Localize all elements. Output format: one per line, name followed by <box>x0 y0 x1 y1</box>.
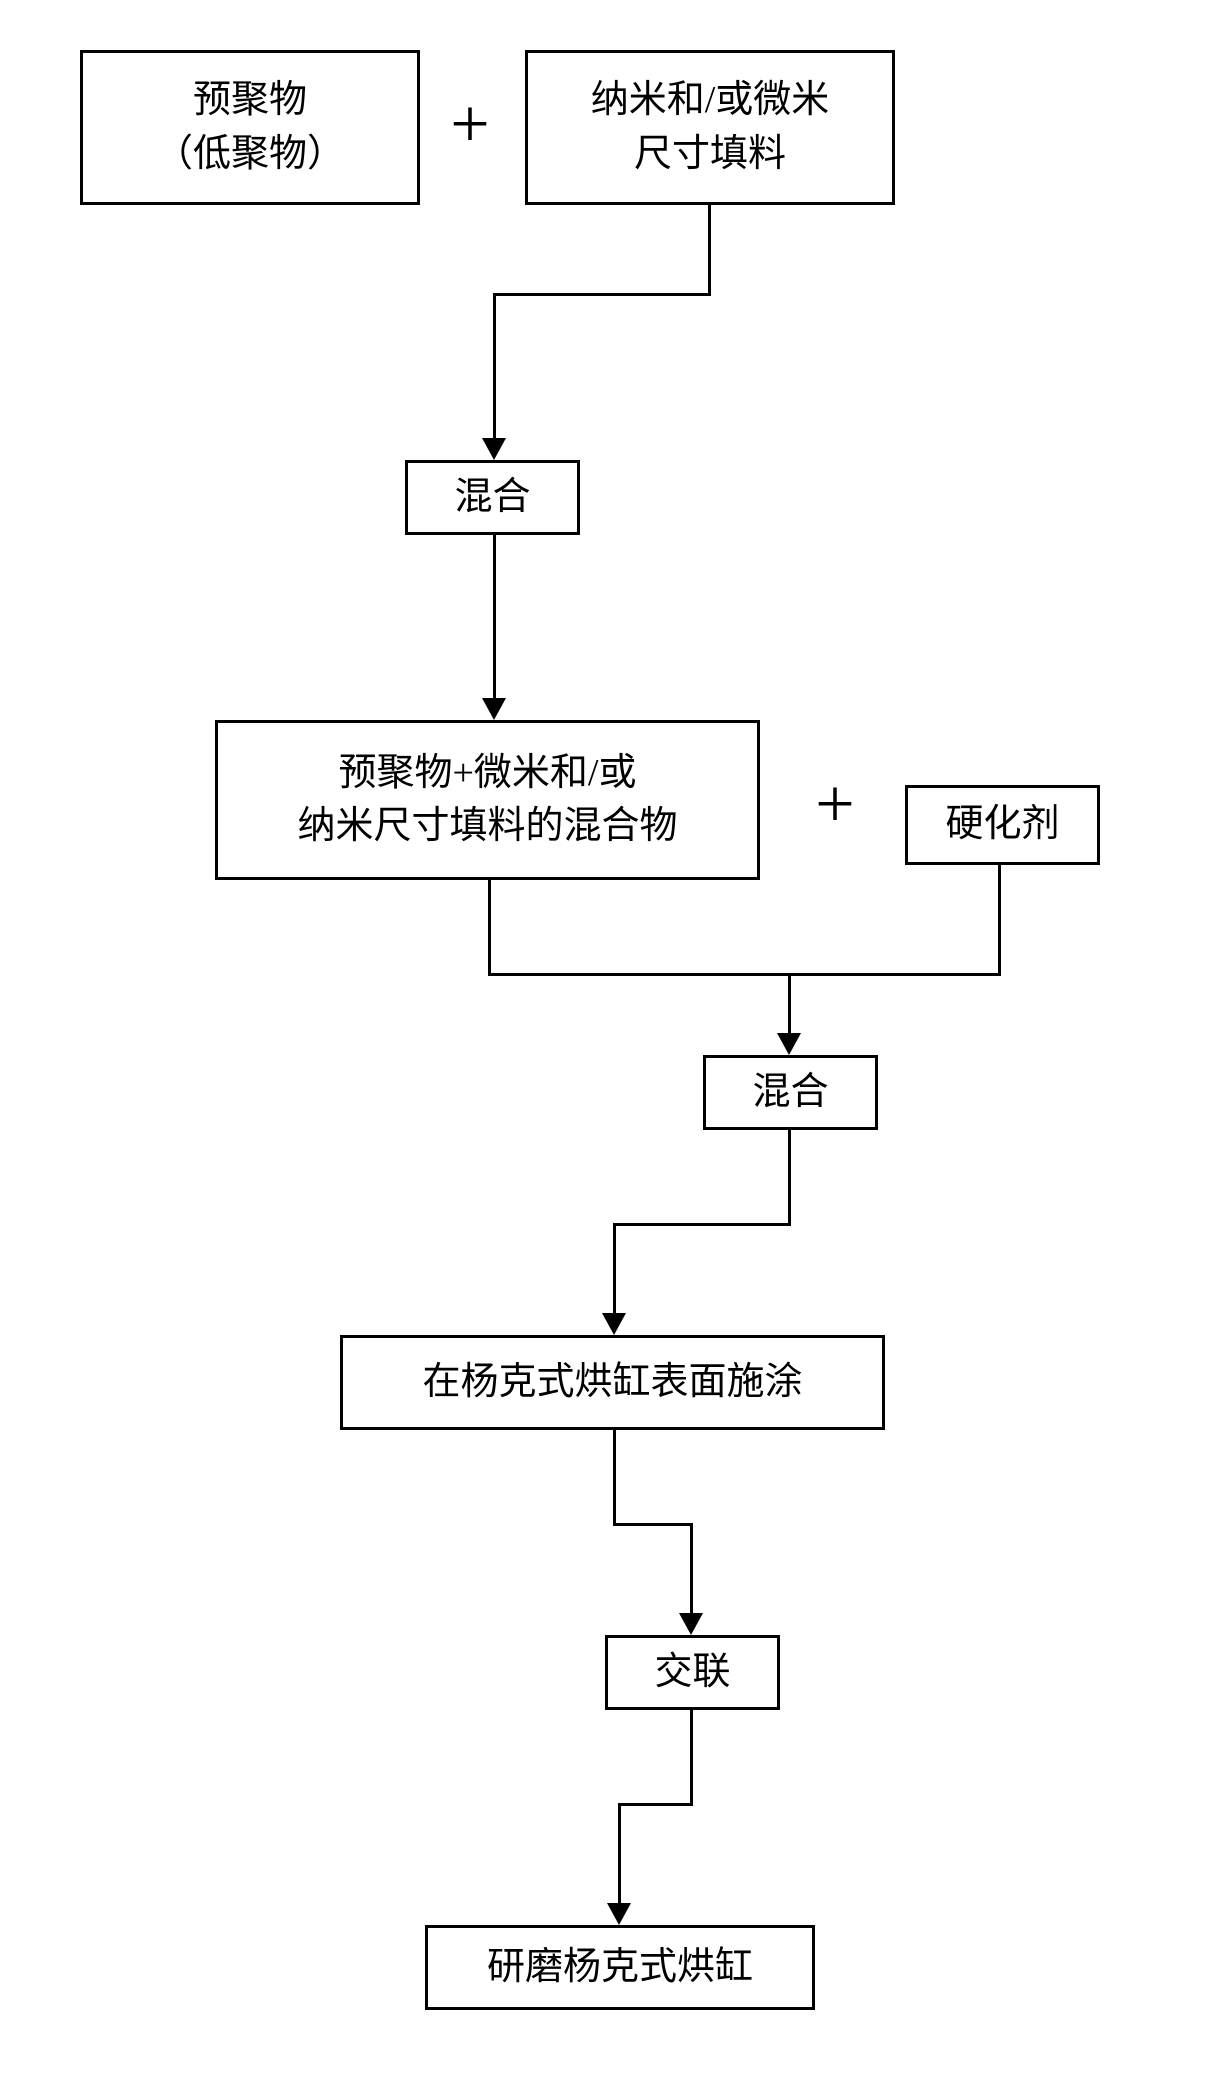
connector-line <box>998 865 1001 975</box>
hardener-label: 硬化剂 <box>945 798 1059 851</box>
crosslink-box: 交联 <box>605 1635 780 1710</box>
grind-box: 研磨杨克式烘缸 <box>425 1925 815 2010</box>
hardener-box: 硬化剂 <box>905 785 1100 865</box>
mixture-box: 预聚物+微米和/或纳米尺寸填料的混合物 <box>215 720 760 880</box>
connector-line <box>493 293 711 296</box>
mix1-box: 混合 <box>405 460 580 535</box>
connector-line <box>618 1803 693 1806</box>
connector-line <box>618 1803 621 1905</box>
connector-line <box>493 293 496 440</box>
plus-2-text: + <box>815 765 854 845</box>
filler-label: 纳米和/或微米尺寸填料 <box>591 74 830 180</box>
connector-line <box>690 1523 693 1615</box>
arrowhead-icon <box>602 1313 626 1335</box>
connector-line <box>493 535 496 700</box>
mix2-label: 混合 <box>752 1066 828 1119</box>
prepolymer-label: 预聚物（低聚物） <box>155 74 345 180</box>
mix2-box: 混合 <box>703 1055 878 1130</box>
mix1-label: 混合 <box>454 471 530 524</box>
connector-line <box>613 1223 616 1315</box>
apply-box: 在杨克式烘缸表面施涂 <box>340 1335 885 1430</box>
grind-label: 研磨杨克式烘缸 <box>487 1941 753 1994</box>
connector-line <box>788 1130 791 1225</box>
arrowhead-icon <box>679 1613 703 1635</box>
connector-line <box>690 1710 693 1805</box>
filler-box: 纳米和/或微米尺寸填料 <box>525 50 895 205</box>
crosslink-label: 交联 <box>654 1646 730 1699</box>
arrowhead-icon <box>607 1903 631 1925</box>
apply-label: 在杨克式烘缸表面施涂 <box>422 1356 802 1409</box>
connector-line <box>708 205 711 295</box>
arrowhead-icon <box>482 438 506 460</box>
plus-1-text: + <box>450 85 489 165</box>
arrowhead-icon <box>482 698 506 720</box>
connector-line <box>613 1223 791 1226</box>
connector-line <box>788 973 791 1035</box>
connector-line <box>488 880 491 975</box>
connector-line <box>613 1430 616 1525</box>
plus-icon-2: + <box>805 760 865 850</box>
connector-line <box>613 1523 693 1526</box>
plus-icon-1: + <box>440 80 500 170</box>
arrowhead-icon <box>777 1033 801 1055</box>
prepolymer-box: 预聚物（低聚物） <box>80 50 420 205</box>
connector-line <box>488 973 1001 976</box>
mixture-label: 预聚物+微米和/或纳米尺寸填料的混合物 <box>297 747 677 853</box>
